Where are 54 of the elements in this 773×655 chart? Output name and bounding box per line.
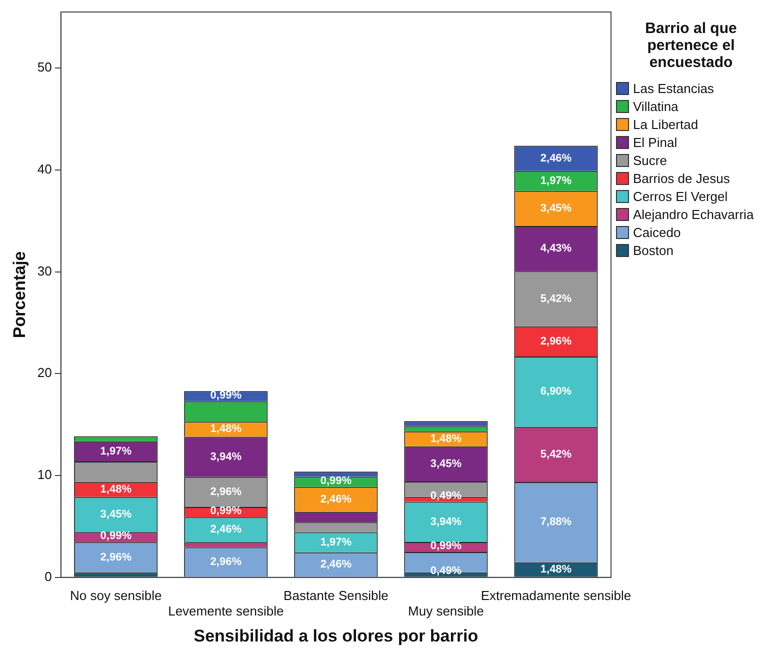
data-label: 2,46% [210, 524, 242, 536]
data-label: 0,99% [210, 505, 242, 518]
data-label: 2,46% [320, 558, 352, 571]
data-label: 0,99% [210, 389, 242, 402]
x-tick-label: Bastante Sensible [284, 588, 388, 603]
y-tick-label: 30 [37, 263, 52, 278]
data-label: 2,96% [210, 556, 242, 568]
x-axis-title: Sensibilidad a los olores por barrio [194, 626, 478, 646]
legend-label: El Pinal [633, 134, 678, 150]
data-label: 1,48% [210, 423, 242, 436]
y-tick-label: 40 [37, 161, 52, 176]
legend-label: Sucre [633, 152, 667, 168]
legend-label: Las Estancias [633, 80, 714, 96]
y-axis-title: Porcentaje [10, 251, 29, 338]
data-label: 1,97% [100, 445, 132, 458]
data-label: 0,99% [320, 474, 352, 487]
data-label: 1,97% [320, 536, 352, 548]
legend-label: La Libertad [633, 116, 698, 132]
data-label: 3,45% [430, 458, 462, 470]
legend-label: Caicedo [633, 224, 681, 240]
data-label: 2,46% [540, 152, 572, 164]
data-label: 6,90% [540, 386, 572, 398]
data-label: 1,48% [540, 564, 572, 576]
data-label: 5,42% [540, 448, 572, 460]
data-label: 2,96% [100, 551, 132, 564]
y-tick-label: 50 [37, 60, 52, 75]
data-label: 2,96% [540, 335, 572, 348]
data-label: 0,99% [100, 530, 132, 542]
data-label: 1,97% [540, 174, 572, 187]
data-label: 2,46% [320, 493, 352, 506]
x-tick-label: Muy sensible [408, 603, 484, 618]
y-tick-label: 20 [37, 365, 52, 380]
x-tick-label: No soy sensible [70, 588, 162, 603]
data-label: 5,42% [540, 292, 572, 305]
data-label: 0,99% [430, 540, 462, 552]
legend-title: Barrio al que pertenece el encuestado [644, 20, 738, 71]
data-label: 3,94% [430, 516, 462, 528]
legend-label: Boston [633, 242, 674, 258]
data-label: 2,96% [210, 486, 242, 498]
data-label: 3,45% [540, 202, 572, 214]
y-tick-label: 0 [44, 568, 52, 584]
x-tick-label: Extremadamente sensible [480, 588, 632, 603]
data-label: 7,88% [540, 516, 572, 528]
data-label: 3,45% [100, 508, 132, 521]
y-tick-label: 10 [37, 467, 52, 482]
legend-label: Villatina [633, 98, 678, 114]
data-label: 3,94% [210, 450, 242, 463]
data-label: 1,48% [100, 483, 132, 496]
data-label: 1,48% [430, 432, 462, 445]
legend-label: Alejandro Echavarria [633, 206, 754, 222]
data-label: 4,43% [540, 242, 572, 255]
legend-label: Barrios de Jesus [633, 170, 730, 186]
x-tick-label: Levemente sensible [168, 603, 284, 618]
legend-label: Cerros El Vergel [633, 188, 728, 204]
